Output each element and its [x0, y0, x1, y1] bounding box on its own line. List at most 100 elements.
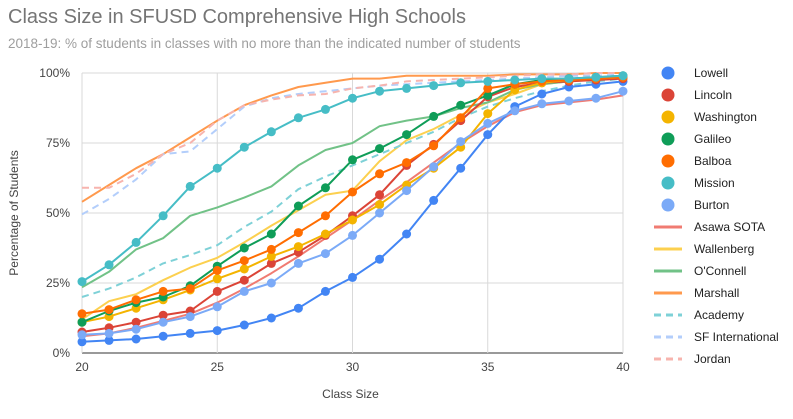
- data-point-balboa: [239, 256, 249, 266]
- legend-label-jordan: Jordan: [694, 352, 731, 366]
- series-line-marshall: [81, 72, 623, 203]
- data-point-balboa: [212, 265, 222, 275]
- data-point-lowell: [131, 334, 141, 344]
- data-point-balboa: [320, 211, 330, 221]
- data-point-burton: [131, 324, 141, 334]
- data-point-burton: [537, 99, 547, 109]
- x-tick-label: 20: [75, 360, 89, 374]
- data-point-burton: [618, 86, 628, 96]
- data-point-mission: [429, 81, 439, 91]
- data-point-galileo: [320, 183, 330, 193]
- legend: Lowell Lincoln Washington Galileo Balboa Miss…: [654, 66, 779, 366]
- data-point-galileo: [266, 229, 276, 239]
- data-point-mission: [402, 83, 412, 93]
- data-point-galileo: [293, 201, 303, 211]
- data-point-lowell: [375, 254, 385, 264]
- data-point-burton: [104, 328, 114, 338]
- legend-label-burton: Burton: [694, 198, 729, 212]
- data-point-lowell: [212, 326, 222, 336]
- legend-marker-galileo: [661, 132, 675, 146]
- y-tick-label: 75%: [46, 136, 70, 150]
- legend-label-academy: Academy: [694, 308, 744, 322]
- data-point-lowell: [266, 313, 276, 323]
- series-line-sf-international: [81, 73, 624, 216]
- data-point-mission: [564, 74, 574, 84]
- data-point-galileo: [375, 144, 385, 154]
- data-point-burton: [239, 286, 249, 296]
- data-point-lincoln: [158, 310, 168, 320]
- x-tick-label: 25: [211, 360, 225, 374]
- data-point-lincoln: [266, 258, 276, 268]
- data-point-balboa: [104, 305, 114, 315]
- data-point-washington: [375, 200, 385, 210]
- legend-label-lowell: Lowell: [694, 66, 728, 80]
- legend-label-asawa-sota: Asawa SOTA: [694, 220, 765, 234]
- data-point-burton: [402, 186, 412, 196]
- data-point-lowell: [77, 337, 87, 347]
- legend-marker-washington: [661, 110, 675, 124]
- legend-label-wallenberg: Wallenberg: [694, 242, 754, 256]
- data-point-burton: [564, 96, 574, 106]
- data-point-balboa: [348, 187, 357, 197]
- legend-label-mission: Mission: [694, 176, 735, 190]
- data-point-lincoln: [375, 190, 385, 200]
- data-point-lowell: [402, 229, 412, 239]
- data-point-balboa: [293, 228, 303, 238]
- data-point-balboa: [375, 169, 385, 179]
- data-point-lincoln: [239, 275, 249, 285]
- legend-label-marshall: Marshall: [694, 286, 739, 300]
- data-point-mission: [239, 142, 249, 152]
- data-point-burton: [293, 258, 303, 268]
- data-point-mission: [618, 71, 628, 81]
- data-point-mission: [212, 163, 222, 173]
- legend-marker-mission: [661, 176, 675, 190]
- x-tick-label: 40: [616, 360, 630, 374]
- y-axis-title: Percentage of Students: [7, 150, 21, 275]
- data-point-mission: [483, 76, 493, 86]
- data-point-lowell: [429, 195, 439, 205]
- legend-label-sf-international: SF International: [694, 330, 779, 344]
- data-point-balboa: [158, 286, 168, 296]
- legend-marker-lincoln: [661, 88, 675, 102]
- x-tick-label: 30: [346, 360, 360, 374]
- data-point-balboa: [456, 113, 466, 123]
- legend-marker-balboa: [661, 154, 675, 168]
- data-point-washington: [348, 215, 357, 225]
- data-point-mission: [185, 181, 195, 191]
- y-tick-label: 0%: [53, 346, 71, 360]
- data-point-mission: [293, 113, 303, 123]
- data-point-balboa: [429, 141, 439, 151]
- data-point-lowell: [158, 331, 168, 341]
- data-point-mission: [77, 277, 87, 287]
- data-point-washington: [239, 264, 249, 274]
- data-point-galileo: [77, 317, 87, 327]
- data-point-lincoln: [212, 286, 222, 296]
- data-point-balboa: [266, 244, 276, 254]
- chart-title: Class Size in SFUSD Comprehensive High S…: [8, 6, 466, 28]
- data-point-mission: [456, 78, 466, 88]
- data-point-burton: [212, 302, 222, 312]
- data-point-lowell: [456, 163, 466, 173]
- x-tick-label: 35: [481, 360, 495, 374]
- data-point-lowell: [239, 320, 249, 330]
- data-point-burton: [348, 230, 357, 240]
- data-point-balboa: [131, 295, 141, 305]
- data-point-balboa: [402, 158, 412, 168]
- data-point-burton: [429, 162, 439, 172]
- y-tick-label: 25%: [46, 276, 70, 290]
- data-point-mission: [320, 104, 330, 114]
- x-axis-title: Class Size: [322, 387, 379, 401]
- data-point-galileo: [483, 90, 493, 100]
- data-point-lowell: [348, 272, 357, 282]
- legend-label-galileo: Galileo: [694, 132, 732, 146]
- data-point-burton: [185, 312, 195, 322]
- data-point-mission: [510, 75, 520, 85]
- data-point-lowell: [320, 286, 330, 296]
- data-point-burton: [320, 249, 330, 259]
- data-point-mission: [104, 260, 114, 270]
- y-tick-label: 100%: [39, 66, 70, 80]
- data-point-mission: [537, 74, 547, 84]
- legend-marker-burton: [661, 198, 675, 212]
- data-point-mission: [266, 127, 276, 137]
